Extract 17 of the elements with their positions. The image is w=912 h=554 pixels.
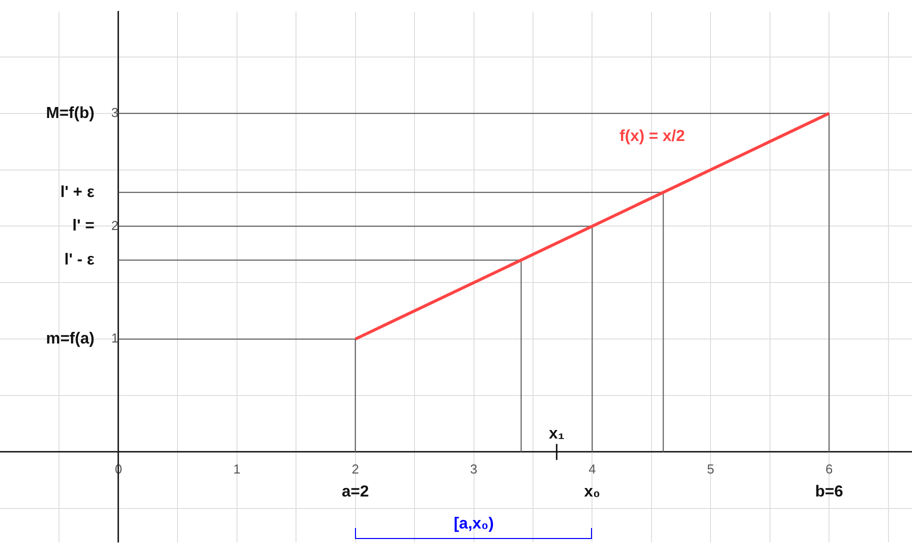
annotation: [a,x₀) bbox=[454, 515, 494, 532]
annotation: M=f(b) bbox=[46, 104, 94, 122]
annotation: b=6 bbox=[815, 483, 844, 500]
annotation: l' = bbox=[72, 218, 94, 235]
x-tick-label: 6 bbox=[825, 461, 833, 476]
x-tick-label: 1 bbox=[233, 461, 240, 476]
x-tick-label: 3 bbox=[470, 461, 478, 476]
x-tick-label: 5 bbox=[707, 461, 714, 476]
annotation: l' - ε bbox=[64, 251, 95, 268]
annotation: a=2 bbox=[342, 483, 369, 500]
ref-line-label: x₁ bbox=[548, 425, 565, 442]
annotation: m=f(a) bbox=[46, 330, 94, 348]
annotation: l' + ε bbox=[60, 184, 95, 201]
text: f(x) = x/2 bbox=[620, 128, 685, 145]
annotation: x₀ bbox=[584, 483, 600, 500]
x-tick-label: 2 bbox=[352, 461, 359, 476]
x-tick-label: 4 bbox=[588, 461, 596, 476]
